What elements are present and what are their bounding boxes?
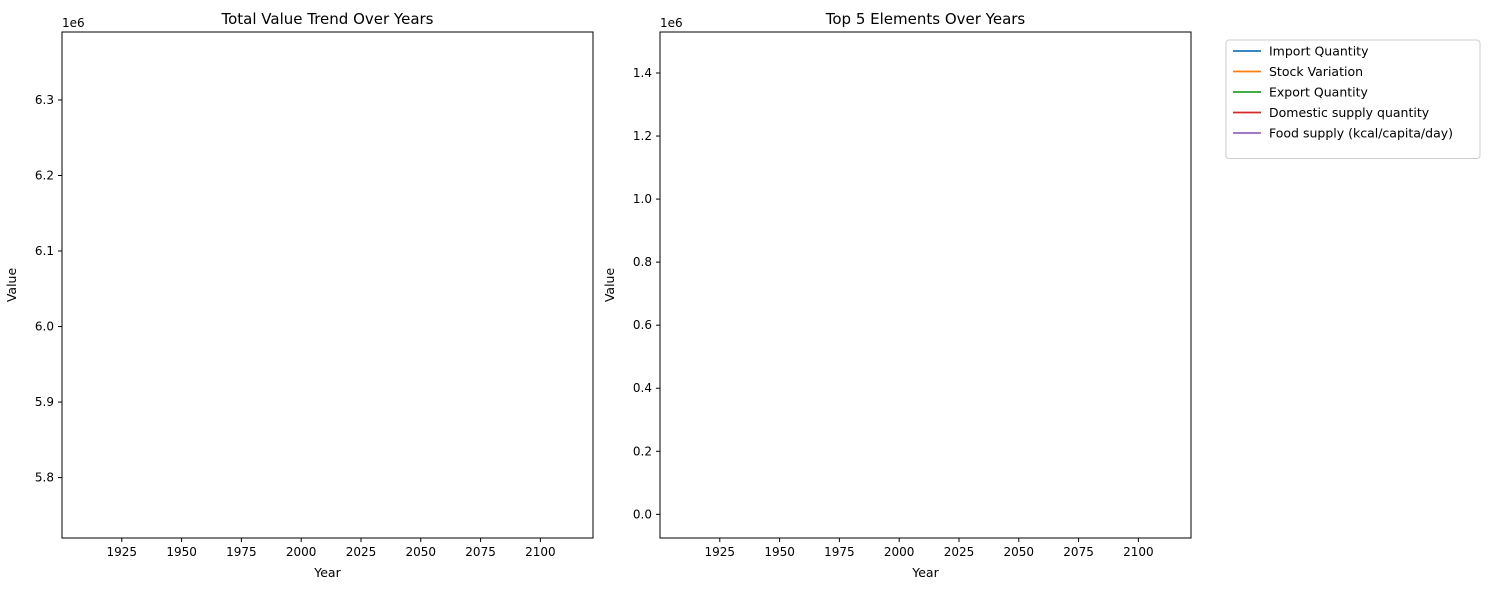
chart2-y-tick-label: 1.4 [633, 66, 652, 80]
chart1-x-tick-label: 2075 [465, 545, 496, 559]
chart2-legend-entry: Stock Variation [1269, 64, 1363, 79]
chart1-y-axis-label: Value [4, 268, 19, 303]
chart1-y-tick-label: 6.3 [35, 93, 54, 107]
chart2-y-tick-label: 0.4 [633, 381, 652, 395]
chart2-x-tick-label: 1975 [824, 545, 855, 559]
chart2-legend-entry: Export Quantity [1269, 85, 1369, 100]
chart2-y-tick-label: 0.8 [633, 255, 652, 269]
chart1-x-tick-label: 2000 [286, 545, 317, 559]
chart2-x-tick-label: 2025 [944, 545, 975, 559]
chart1-x-axis-label: Year [313, 565, 341, 580]
chart2-y-tick-label: 1.0 [633, 192, 652, 206]
chart2-x-tick-label: 2050 [1004, 545, 1035, 559]
chart2-legend-entry: Import Quantity [1269, 44, 1369, 59]
chart2-x-axis-label: Year [911, 565, 939, 580]
chart1-x-tick-label: 1950 [166, 545, 197, 559]
chart2-title: Top 5 Elements Over Years [825, 10, 1026, 28]
chart2-legend-entry: Domestic supply quantity [1269, 105, 1430, 120]
chart2-legend-box [1225, 39, 1481, 159]
chart1-x-tick-label: 2025 [346, 545, 377, 559]
chart1-y-tick-label: 6.2 [35, 168, 54, 182]
chart1-x-tick-label: 1975 [226, 545, 257, 559]
chart1-x-tick-label: 1925 [107, 545, 138, 559]
chart1-y-tick-label: 5.9 [35, 395, 54, 409]
chart2-x-tick-label: 1950 [764, 545, 795, 559]
chart2-x-tick-label: 2075 [1063, 545, 1094, 559]
chart1-title: Total Value Trend Over Years [221, 10, 434, 28]
chart2-x-tick-label: 2100 [1123, 545, 1154, 559]
chart1-x-tick-label: 2050 [406, 545, 437, 559]
chart2-offset-text: 1e6 [660, 16, 683, 30]
chart2-y-tick-label: 0.0 [633, 507, 652, 521]
chart1-offset-text: 1e6 [62, 16, 85, 30]
chart2-y-axis-label: Value [602, 268, 617, 303]
chart1-axes-frame [61, 31, 594, 539]
chart2-y-tick-label: 0.6 [633, 318, 652, 332]
chart1-y-tick-label: 6.1 [35, 244, 54, 258]
chart1-y-tick-label: 5.8 [35, 471, 54, 485]
chart1-y-tick-label: 6.0 [35, 320, 54, 334]
chart2-y-tick-label: 0.2 [633, 444, 652, 458]
chart2-y-tick-label: 1.2 [633, 129, 652, 143]
chart1-x-tick-label: 2100 [525, 545, 556, 559]
chart2-axes-frame [659, 31, 1192, 539]
chart2-x-tick-label: 2000 [884, 545, 915, 559]
chart2-legend-entry: Food supply (kcal/capita/day) [1269, 126, 1453, 141]
chart2-x-tick-label: 1925 [705, 545, 736, 559]
